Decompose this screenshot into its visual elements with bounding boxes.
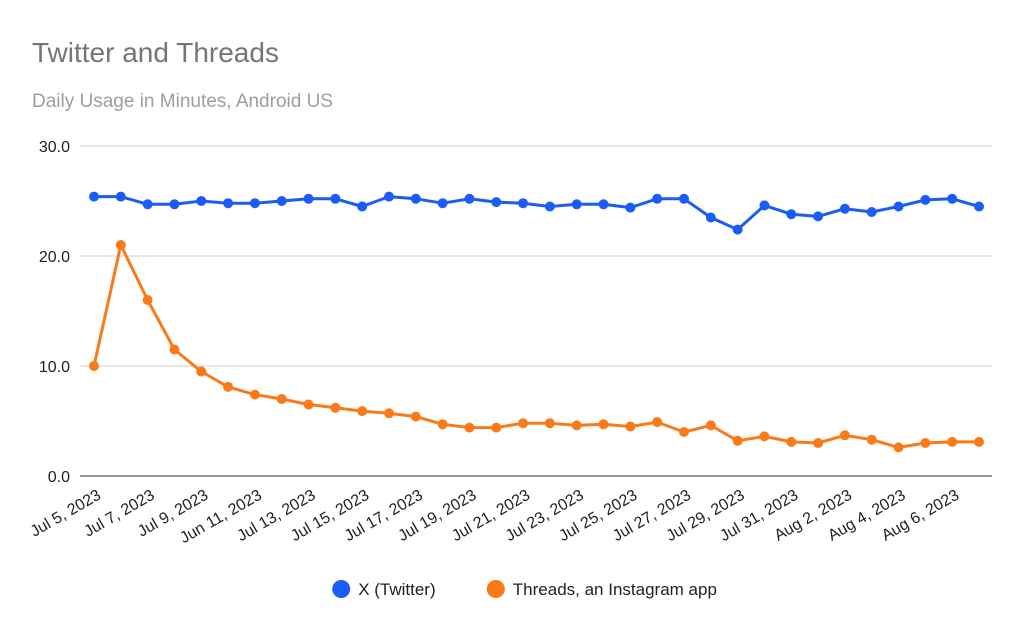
data-point bbox=[786, 436, 797, 447]
data-point bbox=[813, 438, 824, 448]
chart-subtitle: Daily Usage in Minutes, Android US bbox=[32, 91, 333, 112]
data-point bbox=[330, 193, 341, 204]
data-point bbox=[142, 199, 153, 210]
legend: X (Twitter) Threads, an Instagram app bbox=[332, 580, 717, 599]
data-point bbox=[89, 191, 99, 202]
y-tick-label: 30.0 bbox=[39, 139, 70, 156]
data-point bbox=[410, 411, 421, 422]
data-point bbox=[437, 198, 448, 209]
y-tick-label: 10.0 bbox=[39, 359, 70, 376]
data-point bbox=[732, 224, 743, 235]
series-line bbox=[94, 195, 980, 232]
data-point bbox=[920, 438, 931, 448]
data-point bbox=[598, 419, 609, 430]
data-point bbox=[196, 196, 207, 206]
legend-marker bbox=[486, 580, 505, 598]
data-point bbox=[518, 198, 529, 209]
legend-label: X (Twitter) bbox=[358, 580, 435, 599]
data-point bbox=[357, 201, 368, 212]
y-tick-label: 20.0 bbox=[39, 249, 70, 266]
data-point bbox=[866, 434, 877, 445]
data-point bbox=[303, 193, 314, 204]
data-point bbox=[839, 203, 850, 214]
data-point bbox=[410, 193, 421, 204]
data-point bbox=[571, 420, 582, 431]
chart-title: Twitter and Threads bbox=[32, 37, 279, 68]
data-point bbox=[276, 394, 287, 404]
data-point bbox=[625, 421, 636, 432]
data-point bbox=[115, 191, 126, 202]
data-point bbox=[544, 418, 555, 429]
data-point bbox=[223, 381, 234, 392]
data-point bbox=[249, 198, 260, 209]
data-point bbox=[652, 417, 663, 428]
data-point bbox=[866, 207, 877, 217]
data-point bbox=[249, 389, 260, 400]
series-line bbox=[92, 243, 979, 449]
data-point bbox=[625, 202, 636, 213]
data-point bbox=[652, 193, 663, 204]
legend-label: Threads, an Instagram app bbox=[513, 580, 717, 599]
data-point bbox=[571, 199, 582, 210]
data-point bbox=[947, 436, 958, 447]
data-point bbox=[357, 406, 368, 417]
data-point bbox=[974, 201, 984, 212]
data-point bbox=[437, 419, 448, 430]
data-point bbox=[464, 422, 475, 433]
data-point bbox=[920, 194, 931, 205]
data-point bbox=[518, 418, 529, 429]
data-point bbox=[196, 366, 207, 377]
data-point bbox=[384, 408, 394, 419]
data-point bbox=[705, 212, 716, 223]
data-point bbox=[839, 430, 850, 441]
data-point bbox=[679, 427, 689, 437]
data-point bbox=[330, 402, 341, 413]
data-point bbox=[813, 211, 824, 222]
data-point bbox=[89, 361, 99, 371]
data-point bbox=[142, 295, 153, 305]
data-point bbox=[679, 193, 689, 204]
data-point bbox=[169, 344, 180, 355]
data-point bbox=[464, 193, 475, 204]
data-point bbox=[491, 422, 502, 433]
data-point bbox=[276, 196, 287, 206]
data-point bbox=[893, 201, 904, 212]
data-point bbox=[786, 209, 797, 220]
legend-marker bbox=[332, 580, 351, 598]
data-point bbox=[759, 200, 770, 211]
data-point bbox=[491, 197, 502, 208]
data-point bbox=[974, 436, 984, 447]
data-point bbox=[544, 201, 555, 212]
y-tick-label: 0.0 bbox=[48, 469, 70, 486]
data-point bbox=[384, 191, 394, 202]
data-point bbox=[169, 199, 180, 210]
data-point bbox=[759, 431, 770, 442]
data-point bbox=[947, 193, 958, 204]
data-point bbox=[223, 198, 234, 209]
data-point bbox=[893, 442, 904, 453]
data-point bbox=[705, 420, 716, 431]
data-point bbox=[732, 435, 743, 446]
data-point bbox=[598, 199, 609, 210]
data-point bbox=[303, 399, 314, 410]
data-point bbox=[115, 240, 126, 250]
